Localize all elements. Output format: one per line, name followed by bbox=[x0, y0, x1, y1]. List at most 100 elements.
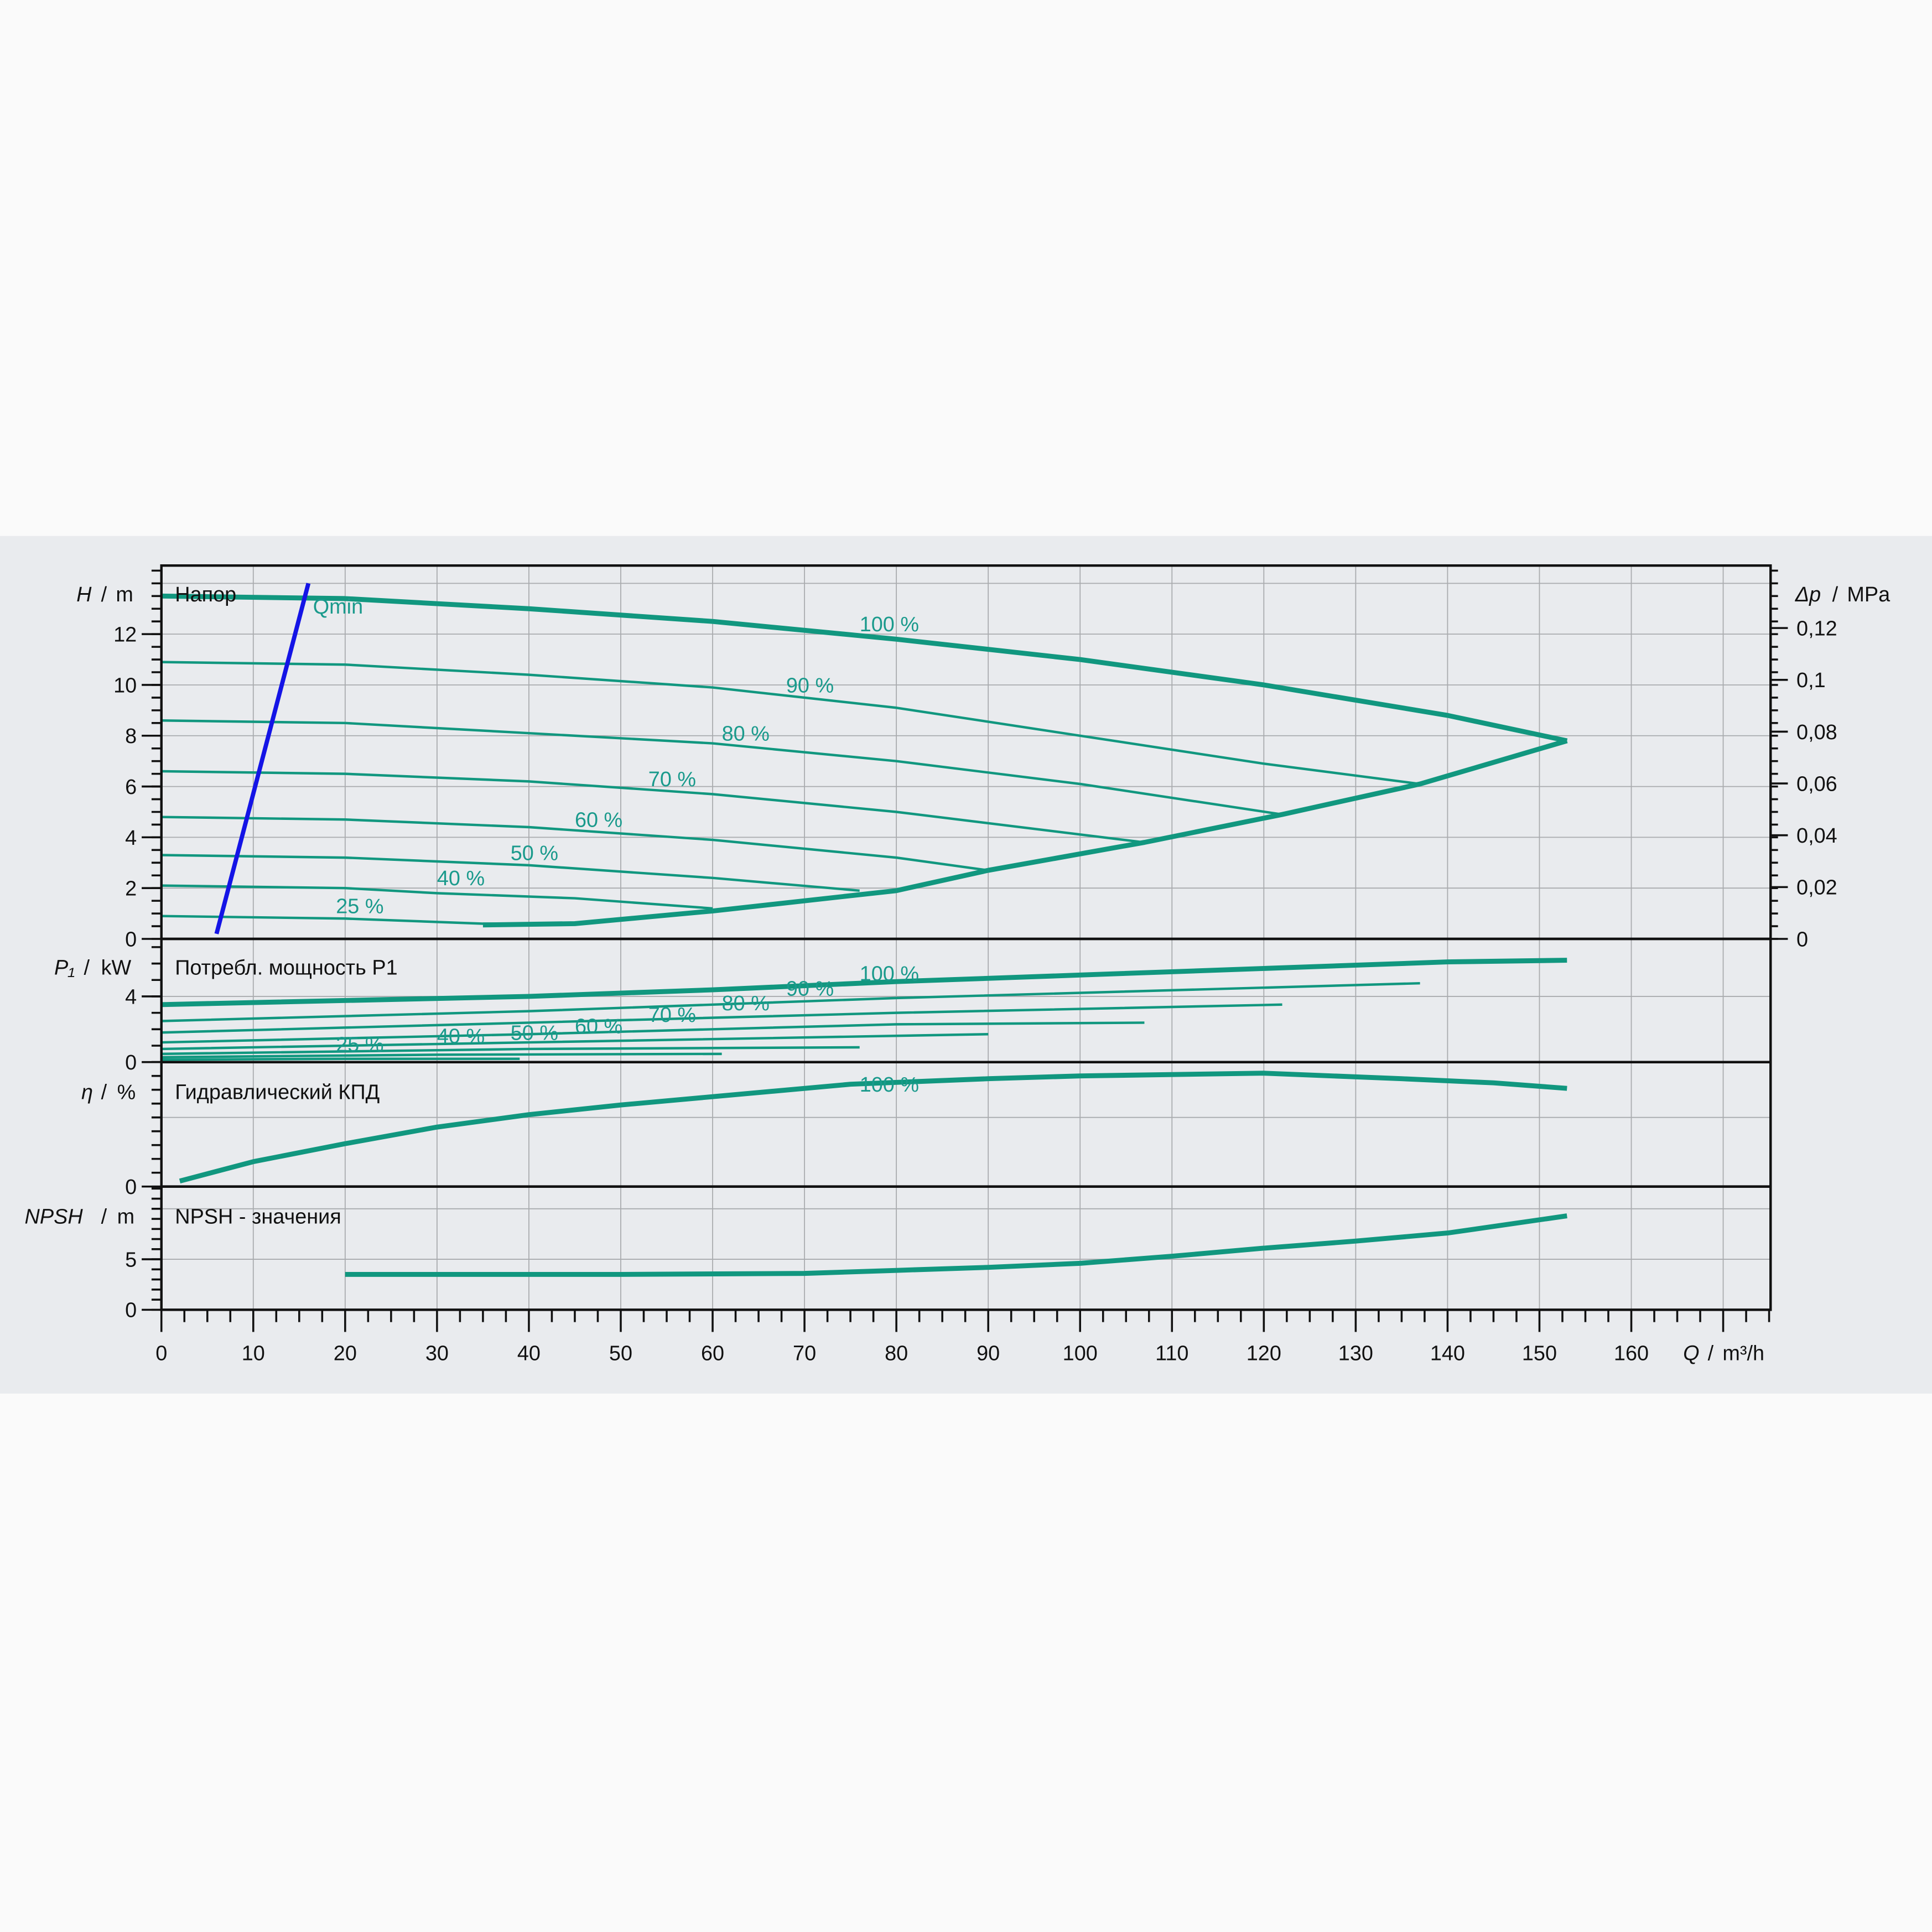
x-tick-label: 90 bbox=[977, 1342, 1000, 1365]
curve-head-80 bbox=[161, 719, 1282, 816]
curve-head-60 bbox=[161, 816, 989, 872]
curve-label: 25 % bbox=[336, 1033, 383, 1056]
efficiency-axis-unit: % bbox=[117, 1081, 136, 1104]
curve-power-80 bbox=[161, 1003, 1282, 1034]
flow-axis-symbol: Q bbox=[1683, 1342, 1699, 1365]
chart-background bbox=[0, 536, 1932, 1394]
x-tick-label: 30 bbox=[425, 1342, 449, 1365]
x-tick-label: 50 bbox=[609, 1342, 632, 1365]
curve-label: 100 % bbox=[860, 613, 919, 636]
x-tick-label: 80 bbox=[885, 1342, 908, 1365]
x-tick-label: 130 bbox=[1338, 1342, 1373, 1365]
y-tick-label: 4 bbox=[125, 985, 137, 1009]
axis-separator: / bbox=[101, 1205, 107, 1228]
x-tick-label: 150 bbox=[1522, 1342, 1557, 1365]
right-y-tick-label: 0,08 bbox=[1796, 721, 1837, 744]
right-y-tick-label: 0,06 bbox=[1796, 772, 1837, 796]
x-tick-label: 70 bbox=[793, 1342, 816, 1365]
x-tick-label: 0 bbox=[155, 1342, 167, 1365]
curve-label: 100 % bbox=[860, 963, 919, 986]
efficiency-panel-title: Гидравлический КПД bbox=[175, 1081, 380, 1104]
curve-power-50 bbox=[161, 1046, 860, 1056]
pressure-axis-unit: MPa bbox=[1847, 583, 1891, 606]
curve-power-70 bbox=[161, 1021, 1145, 1044]
flow-axis-unit: m³/h bbox=[1722, 1342, 1764, 1365]
curve-label: 70 % bbox=[648, 768, 696, 791]
head-axis-unit: m bbox=[116, 583, 133, 606]
y-tick-label: 6 bbox=[125, 776, 137, 799]
curve-power-90 bbox=[161, 981, 1420, 1022]
efficiency-axis-label: η / % bbox=[81, 1081, 136, 1104]
curve-label: 60 % bbox=[575, 809, 622, 832]
x-tick-label: 110 bbox=[1155, 1342, 1188, 1365]
curve-label: 50 % bbox=[511, 1022, 558, 1045]
y-tick-label: 0 bbox=[125, 1299, 137, 1322]
curve-head-70 bbox=[161, 770, 1145, 844]
power-axis-unit: kW bbox=[101, 957, 132, 980]
curve-label: 90 % bbox=[786, 977, 834, 1000]
curve-label: 40 % bbox=[437, 867, 485, 890]
right-y-tick-label: 0,12 bbox=[1796, 617, 1837, 640]
curve-power-40 bbox=[161, 1052, 722, 1059]
power-panel-title: Потребл. мощность P1 bbox=[175, 957, 397, 980]
curve-label: 25 % bbox=[336, 895, 383, 918]
pressure-axis-label: Δp / MPa bbox=[1795, 583, 1891, 606]
y-tick-label: 10 bbox=[113, 674, 137, 697]
curve-label: 90 % bbox=[786, 674, 834, 697]
x-tick-label: 100 bbox=[1063, 1342, 1098, 1365]
y-tick-label: 2 bbox=[125, 877, 137, 901]
curve-power-60 bbox=[161, 1033, 989, 1051]
x-tick-label: 140 bbox=[1430, 1342, 1465, 1365]
qmin-label: Qmin bbox=[313, 595, 363, 619]
curve-efficiency-100 bbox=[179, 1071, 1567, 1183]
curve-label: 80 % bbox=[722, 992, 770, 1015]
curve-head-90 bbox=[161, 661, 1420, 786]
flow-axis-label: Q / m³/h bbox=[1683, 1342, 1764, 1365]
x-tick-label: 10 bbox=[242, 1342, 265, 1365]
y-tick-label: 0 bbox=[125, 1051, 137, 1074]
axis-separator: / bbox=[1708, 1342, 1714, 1365]
axis-separator: / bbox=[1832, 583, 1838, 606]
y-tick-label: 0 bbox=[125, 1176, 137, 1199]
curve-head-100 bbox=[161, 593, 1568, 744]
curve-label: 70 % bbox=[648, 1004, 696, 1027]
y-tick-label: 12 bbox=[113, 624, 137, 647]
axis-separator: / bbox=[101, 1081, 107, 1104]
curve-label: 40 % bbox=[437, 1025, 485, 1048]
pressure-axis-symbol: Δp bbox=[1795, 583, 1821, 606]
npsh-axis-label: NPSH / m bbox=[25, 1205, 135, 1228]
right-y-tick-label: 0,1 bbox=[1796, 669, 1826, 692]
qmin-line bbox=[214, 583, 311, 934]
curve-head-limit bbox=[482, 738, 1568, 928]
x-tick-label: 120 bbox=[1247, 1342, 1281, 1365]
head-axis-symbol: H bbox=[76, 583, 92, 606]
right-y-tick-label: 0,04 bbox=[1796, 824, 1837, 848]
curve-power-100 bbox=[161, 958, 1567, 1007]
curve-head-40 bbox=[161, 884, 713, 910]
y-tick-label: 8 bbox=[125, 725, 137, 748]
y-tick-label: 0 bbox=[125, 928, 137, 951]
panel-frames bbox=[160, 564, 1772, 1311]
curve-power-25 bbox=[161, 1057, 520, 1061]
head-axis-label: H / m bbox=[76, 583, 133, 606]
x-tick-label: 160 bbox=[1614, 1342, 1649, 1365]
axis-separator: / bbox=[84, 957, 90, 980]
x-tick-label: 20 bbox=[334, 1342, 357, 1365]
curve-label: 100 % bbox=[860, 1073, 919, 1097]
power-axis-label: P₁ / kW bbox=[54, 957, 132, 980]
x-tick-label: 40 bbox=[517, 1342, 541, 1365]
npsh-panel-title: NPSH - значения bbox=[175, 1205, 341, 1228]
curve-label: 80 % bbox=[722, 723, 770, 746]
y-tick-label: 5 bbox=[125, 1248, 137, 1271]
curve-npsh-limit bbox=[345, 1213, 1567, 1277]
curves: 100 % 90 % 80 % 70 % 60 % 50 % 40 % 25 % 100 % 90… bbox=[161, 583, 1568, 1277]
axis-separator: / bbox=[101, 583, 107, 606]
npsh-axis-unit: m bbox=[117, 1205, 135, 1228]
npsh-axis-symbol: NPSH bbox=[25, 1205, 84, 1228]
y-tick-label: 4 bbox=[125, 827, 137, 850]
head-panel-title: Напор bbox=[175, 583, 236, 606]
efficiency-axis-symbol: η bbox=[81, 1081, 93, 1104]
curve-head-50 bbox=[161, 854, 860, 892]
